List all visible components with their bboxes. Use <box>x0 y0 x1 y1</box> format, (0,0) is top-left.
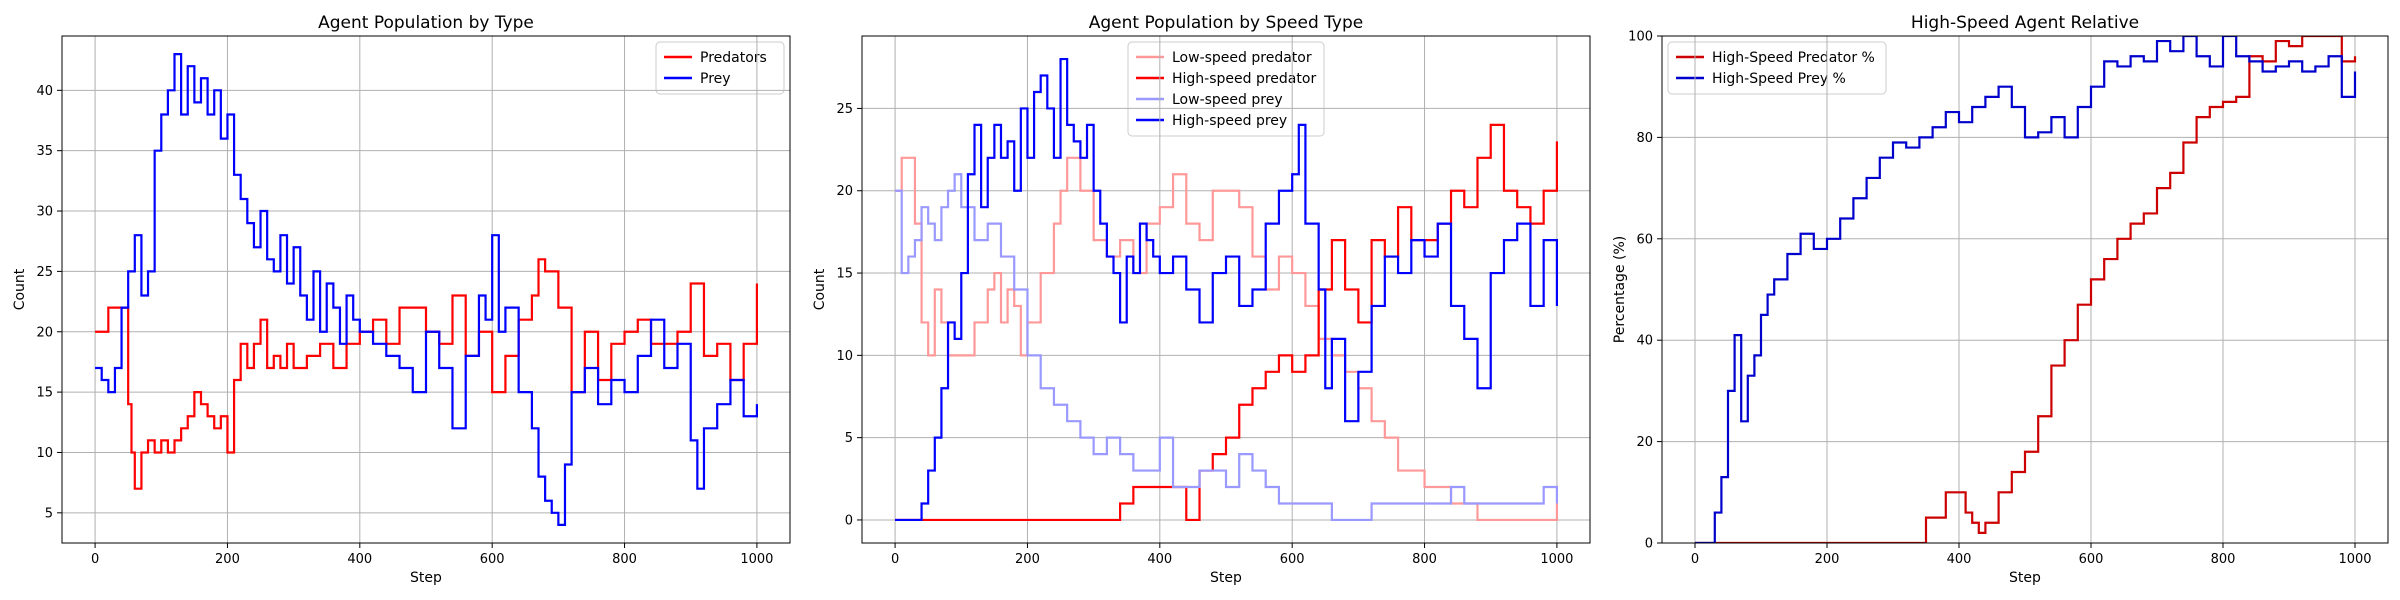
chart-title: Agent Population by Type <box>318 13 534 33</box>
x-tick-label: 1000 <box>2338 552 2371 567</box>
x-axis-label: Step <box>1210 570 1242 586</box>
y-tick-label: 80 <box>1636 131 1653 146</box>
y-tick-label: 100 <box>1628 30 1653 45</box>
x-tick-label: 800 <box>2211 552 2236 567</box>
legend-high-speed-prey-label: High-Speed Prey % <box>1712 71 1846 87</box>
y-axis-label: Count <box>12 268 28 310</box>
y-tick-label: 0 <box>845 513 853 528</box>
y-tick-label: 15 <box>836 267 853 282</box>
y-tick-label: 5 <box>45 506 53 521</box>
x-tick-label: 400 <box>1147 552 1172 567</box>
ticks: 0 200 400 600 800 1000 0 5 10 15 20 25 <box>836 102 1573 567</box>
x-tick-label: 400 <box>1947 552 1972 567</box>
series-high-speed-prey-line <box>895 57 1559 522</box>
x-axis-label: Step <box>2009 570 2041 586</box>
x-tick-label: 200 <box>1015 552 1040 567</box>
series-group <box>1695 36 2357 543</box>
legend-box <box>1127 41 1325 137</box>
x-tick-label: 200 <box>215 552 240 567</box>
chart-title: Agent Population by Speed Type <box>1089 13 1363 33</box>
legend-low-speed-predator-label: Low-speed predator <box>1172 50 1312 66</box>
legend: Low-speed predator High-speed predator Low… <box>1127 41 1325 137</box>
series-prey-line <box>95 53 759 526</box>
y-tick-label: 40 <box>1636 334 1653 349</box>
x-tick-label: 0 <box>1691 552 1699 567</box>
series-high-speed-predator-line <box>895 123 1559 522</box>
legend-box <box>655 41 785 95</box>
x-tick-label: 0 <box>891 552 899 567</box>
gridlines <box>62 36 790 543</box>
y-tick-label: 25 <box>836 102 853 117</box>
y-tick-label: 30 <box>36 205 53 220</box>
y-tick-label: 15 <box>36 386 53 401</box>
x-axis-label: Step <box>410 570 442 586</box>
ticks: 0 200 400 600 800 1000 0 20 40 60 80 100 <box>1628 30 2371 568</box>
chart-population-by-speed: Agent Population by Speed Type Step Coun… <box>812 13 1591 586</box>
x-tick-label: 600 <box>480 552 505 567</box>
legend-predators-label: Predators <box>700 50 767 66</box>
y-axis-label: Count <box>812 268 828 310</box>
x-tick-label: 1000 <box>1540 552 1573 567</box>
y-tick-label: 25 <box>36 265 53 280</box>
series-group <box>95 53 759 526</box>
plot-frame <box>61 35 791 544</box>
chart-high-speed-relative: High-Speed Agent Relative Step Percentag… <box>1612 13 2389 586</box>
legend-high-speed-prey-label: High-speed prey <box>1172 113 1287 129</box>
y-tick-label: 0 <box>1645 537 1653 552</box>
legend-prey-label: Prey <box>700 71 731 87</box>
series-low-speed-prey-line <box>895 173 1559 522</box>
y-axis-label: Percentage (%) <box>1612 236 1628 343</box>
legend: High-Speed Predator % High-Speed Prey % <box>1667 41 1887 95</box>
x-tick-label: 600 <box>1280 552 1305 567</box>
y-tick-label: 60 <box>1636 232 1653 247</box>
x-tick-label: 400 <box>347 552 372 567</box>
y-tick-label: 20 <box>36 325 53 340</box>
y-tick-label: 5 <box>845 431 853 446</box>
y-tick-label: 10 <box>836 349 853 364</box>
x-tick-label: 800 <box>1412 552 1437 567</box>
y-tick-label: 10 <box>36 446 53 461</box>
series-predators-line <box>95 258 759 490</box>
legend-low-speed-prey-label: Low-speed prey <box>1172 92 1283 108</box>
x-tick-label: 600 <box>2079 552 2104 567</box>
x-tick-label: 200 <box>1815 552 1840 567</box>
legend-high-speed-predator-label: High-speed predator <box>1172 71 1316 87</box>
y-tick-label: 40 <box>36 84 53 99</box>
x-tick-label: 1000 <box>740 552 773 567</box>
series-group <box>895 57 1559 522</box>
ticks: 0 200 400 600 800 1000 5 10 15 20 25 30 35 40 <box>36 84 773 567</box>
legend-box <box>1667 41 1887 95</box>
chart-title: High-Speed Agent Relative <box>1911 13 2139 33</box>
plot-frame <box>1661 35 2389 544</box>
y-tick-label: 35 <box>36 144 53 159</box>
chart-population-by-type: Agent Population by Type Step Count Pred… <box>12 13 791 586</box>
x-tick-label: 800 <box>612 552 637 567</box>
y-tick-label: 20 <box>1636 435 1653 450</box>
legend: Predators Prey <box>655 41 785 95</box>
x-tick-label: 0 <box>91 552 99 567</box>
series-high-speed-prey-line <box>1695 36 2357 543</box>
plot-frame <box>861 35 1591 544</box>
legend-high-speed-predator-label: High-Speed Predator % <box>1712 50 1875 66</box>
y-tick-label: 20 <box>836 184 853 199</box>
series-low-speed-predator-line <box>895 156 1559 522</box>
